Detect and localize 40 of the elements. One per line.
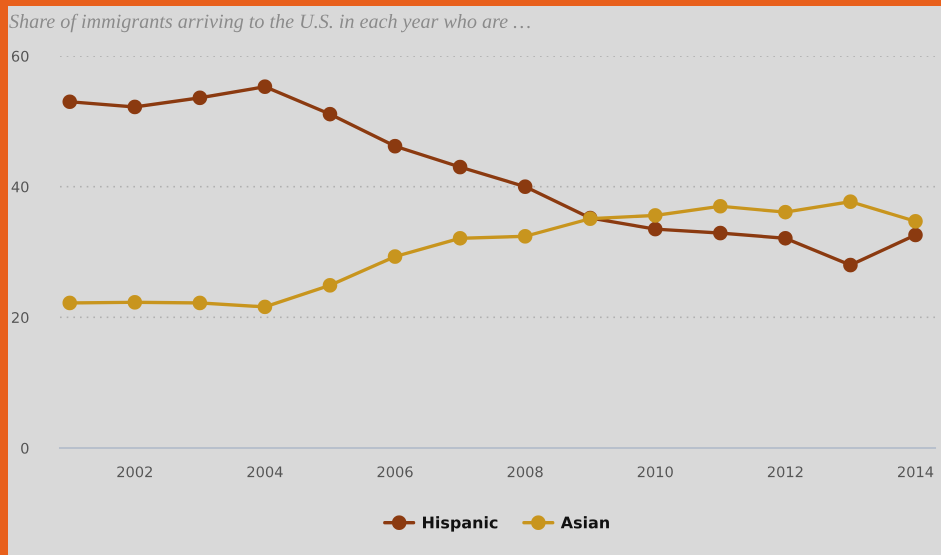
point [648,222,663,236]
y-tick-label: 0 [21,442,28,454]
point [908,214,923,229]
legend-label: Hispanic [423,516,498,532]
point [843,258,858,272]
point [258,79,272,94]
point [778,230,793,246]
point [322,278,338,293]
point [518,229,532,244]
point [778,204,793,220]
point [648,208,663,223]
x-tick-label: 2002 [117,466,152,478]
y-tick-label: 20 [12,312,28,324]
point [128,100,142,114]
x-tick-label: 2006 [378,466,413,478]
y-tick-label: 60 [12,50,28,62]
x-tick-label: 2004 [247,466,283,478]
point [713,226,728,240]
point [843,194,858,209]
point [388,249,402,264]
point [258,300,272,314]
point [452,230,468,246]
point [908,228,923,242]
point [322,106,338,122]
chart-title: Share of immigrants arriving to the U.S. in each year who are … [9,14,530,32]
point [62,296,78,310]
x-tick-label: 2012 [768,466,802,478]
x-tick-label: 2010 [638,466,673,478]
legend-label: Asian [560,516,609,529]
point [713,198,728,214]
point [128,295,142,310]
point [192,296,208,310]
point [452,160,468,174]
point [192,90,208,106]
x-tick-label: 2008 [508,466,543,478]
y-tick-label: 40 [12,181,28,192]
point [518,179,532,194]
point [62,94,78,110]
point [388,138,402,154]
x-tick-label: 2014 [898,466,934,478]
